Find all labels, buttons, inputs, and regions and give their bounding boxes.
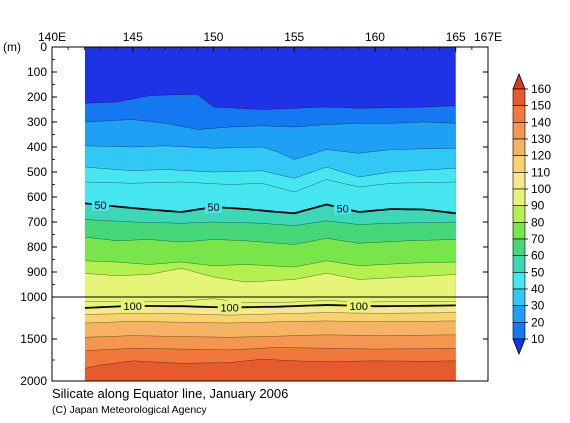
colorbar-swatch <box>512 138 526 156</box>
y-tick-label: 600 <box>27 190 47 204</box>
colorbar-label: 80 <box>531 215 545 229</box>
colorbar-swatch <box>512 255 526 273</box>
contour-line-70 <box>85 236 456 245</box>
colorbar-label: 140 <box>531 115 551 129</box>
y-tick-label: 1000 <box>20 290 47 304</box>
y-tick-label: 700 <box>27 215 47 229</box>
colorbar-swatch <box>512 205 526 223</box>
contour-label-50: 50 <box>91 197 110 212</box>
x-tick-label: 155 <box>284 30 304 44</box>
y-axis: 0 100 200 300 400 500 600 700 800 900 1000 1500 2000 <box>20 40 488 388</box>
colorbar-label: 150 <box>531 99 551 113</box>
contour-label-100: 100 <box>346 298 371 313</box>
colorbar-label: 40 <box>531 282 545 296</box>
colorbar-swatch <box>512 322 526 340</box>
x-tick-label: 165 <box>446 30 466 44</box>
svg-text:50: 50 <box>94 200 106 212</box>
colorbar-label: 160 <box>531 82 551 96</box>
contour-line-140 <box>85 347 456 352</box>
colorbar-min-triangle <box>512 338 526 356</box>
colorbar-label: 30 <box>531 299 545 313</box>
contour-line-30 <box>85 145 456 160</box>
contour-label-100: 100 <box>217 300 242 315</box>
colorbar-swatch <box>512 172 526 190</box>
contour-line-90 <box>85 268 456 283</box>
plot-frame <box>51 46 489 382</box>
contour-line-120 <box>85 320 456 324</box>
svg-text:100: 100 <box>350 301 368 313</box>
svg-text:50: 50 <box>337 203 349 215</box>
copyright-note: (C) Japan Meteorological Agency <box>52 404 207 416</box>
colorbar-swatch <box>512 122 526 140</box>
contour-label-50: 50 <box>334 201 352 215</box>
y-tick-label: 2000 <box>20 374 47 388</box>
contour-line-50 <box>85 202 456 215</box>
y-tick-label: 200 <box>27 90 47 104</box>
contour-line-80 <box>85 260 456 268</box>
contour-line-layer <box>85 94 456 369</box>
colorbar-label: 20 <box>531 315 545 329</box>
chart-title: Silicate along Equator line, January 200… <box>52 386 288 401</box>
colorbar-swatch <box>512 305 526 323</box>
colorbar-swatch <box>512 105 526 123</box>
contour-line-130 <box>85 334 456 338</box>
y-tick-label: 500 <box>27 165 47 179</box>
y-tick-label: 800 <box>27 240 47 254</box>
svg-text:100: 100 <box>124 301 142 313</box>
colorbar-label: 70 <box>531 232 545 246</box>
y-tick-label: 1500 <box>20 332 47 346</box>
y-tick-label: 0 <box>40 40 47 54</box>
colorbar-label: 120 <box>531 149 551 163</box>
colorbar-label: 100 <box>531 182 551 196</box>
y-tick-label: 400 <box>27 140 47 154</box>
contour-line-10 <box>85 94 456 110</box>
y-tick-label: 300 <box>27 115 47 129</box>
svg-text:50: 50 <box>207 202 219 214</box>
colorbar-swatch <box>512 155 526 173</box>
contour-line-110 <box>85 312 456 316</box>
colorbar-swatch <box>512 222 526 240</box>
contour-label-layer: 50 50 50 100 100 100 <box>91 197 371 315</box>
x-tick-label: 145 <box>123 30 143 44</box>
colorbar: 10 20 30 40 50 60 70 80 90 100 110 120 130 140 150 160 <box>512 72 551 356</box>
contour-line-40 <box>85 166 456 179</box>
contour-label-50: 50 <box>204 200 223 214</box>
contour-line-60 <box>85 219 456 227</box>
contour-line-100 <box>85 304 456 309</box>
x-tick-label: 160 <box>365 30 385 44</box>
y-tick-label: 100 <box>27 65 47 79</box>
contour-label-100: 100 <box>120 298 145 313</box>
x-tick-label: 167E <box>474 30 502 44</box>
y-unit-label: (m) <box>3 40 21 54</box>
colorbar-label: 90 <box>531 199 545 213</box>
colorbar-swatch <box>512 188 526 206</box>
contour-line-20 <box>85 119 456 130</box>
colorbar-label: 110 <box>531 165 550 179</box>
x-axis: 140E 145 150 155 160 165 167E <box>38 30 502 52</box>
x-tick-label: 140E <box>38 30 66 44</box>
x-tick-label: 150 <box>203 30 223 44</box>
colorbar-label: 60 <box>531 249 545 263</box>
contour-line-150 <box>85 358 456 369</box>
contour-fill-layer <box>85 47 456 381</box>
y-tick-label: 900 <box>27 265 47 279</box>
colorbar-label: 10 <box>531 332 545 346</box>
colorbar-swatch <box>512 272 526 290</box>
contour-line-45 <box>85 179 456 193</box>
band-fill-150 <box>85 359 456 381</box>
contour-line-95 <box>85 298 456 304</box>
colorbar-label: 50 <box>531 265 545 279</box>
colorbar-swatch <box>512 88 526 106</box>
colorbar-swatch <box>512 288 526 306</box>
svg-text:100: 100 <box>220 303 238 315</box>
colorbar-label: 130 <box>531 132 551 146</box>
colorbar-swatch <box>512 238 526 256</box>
